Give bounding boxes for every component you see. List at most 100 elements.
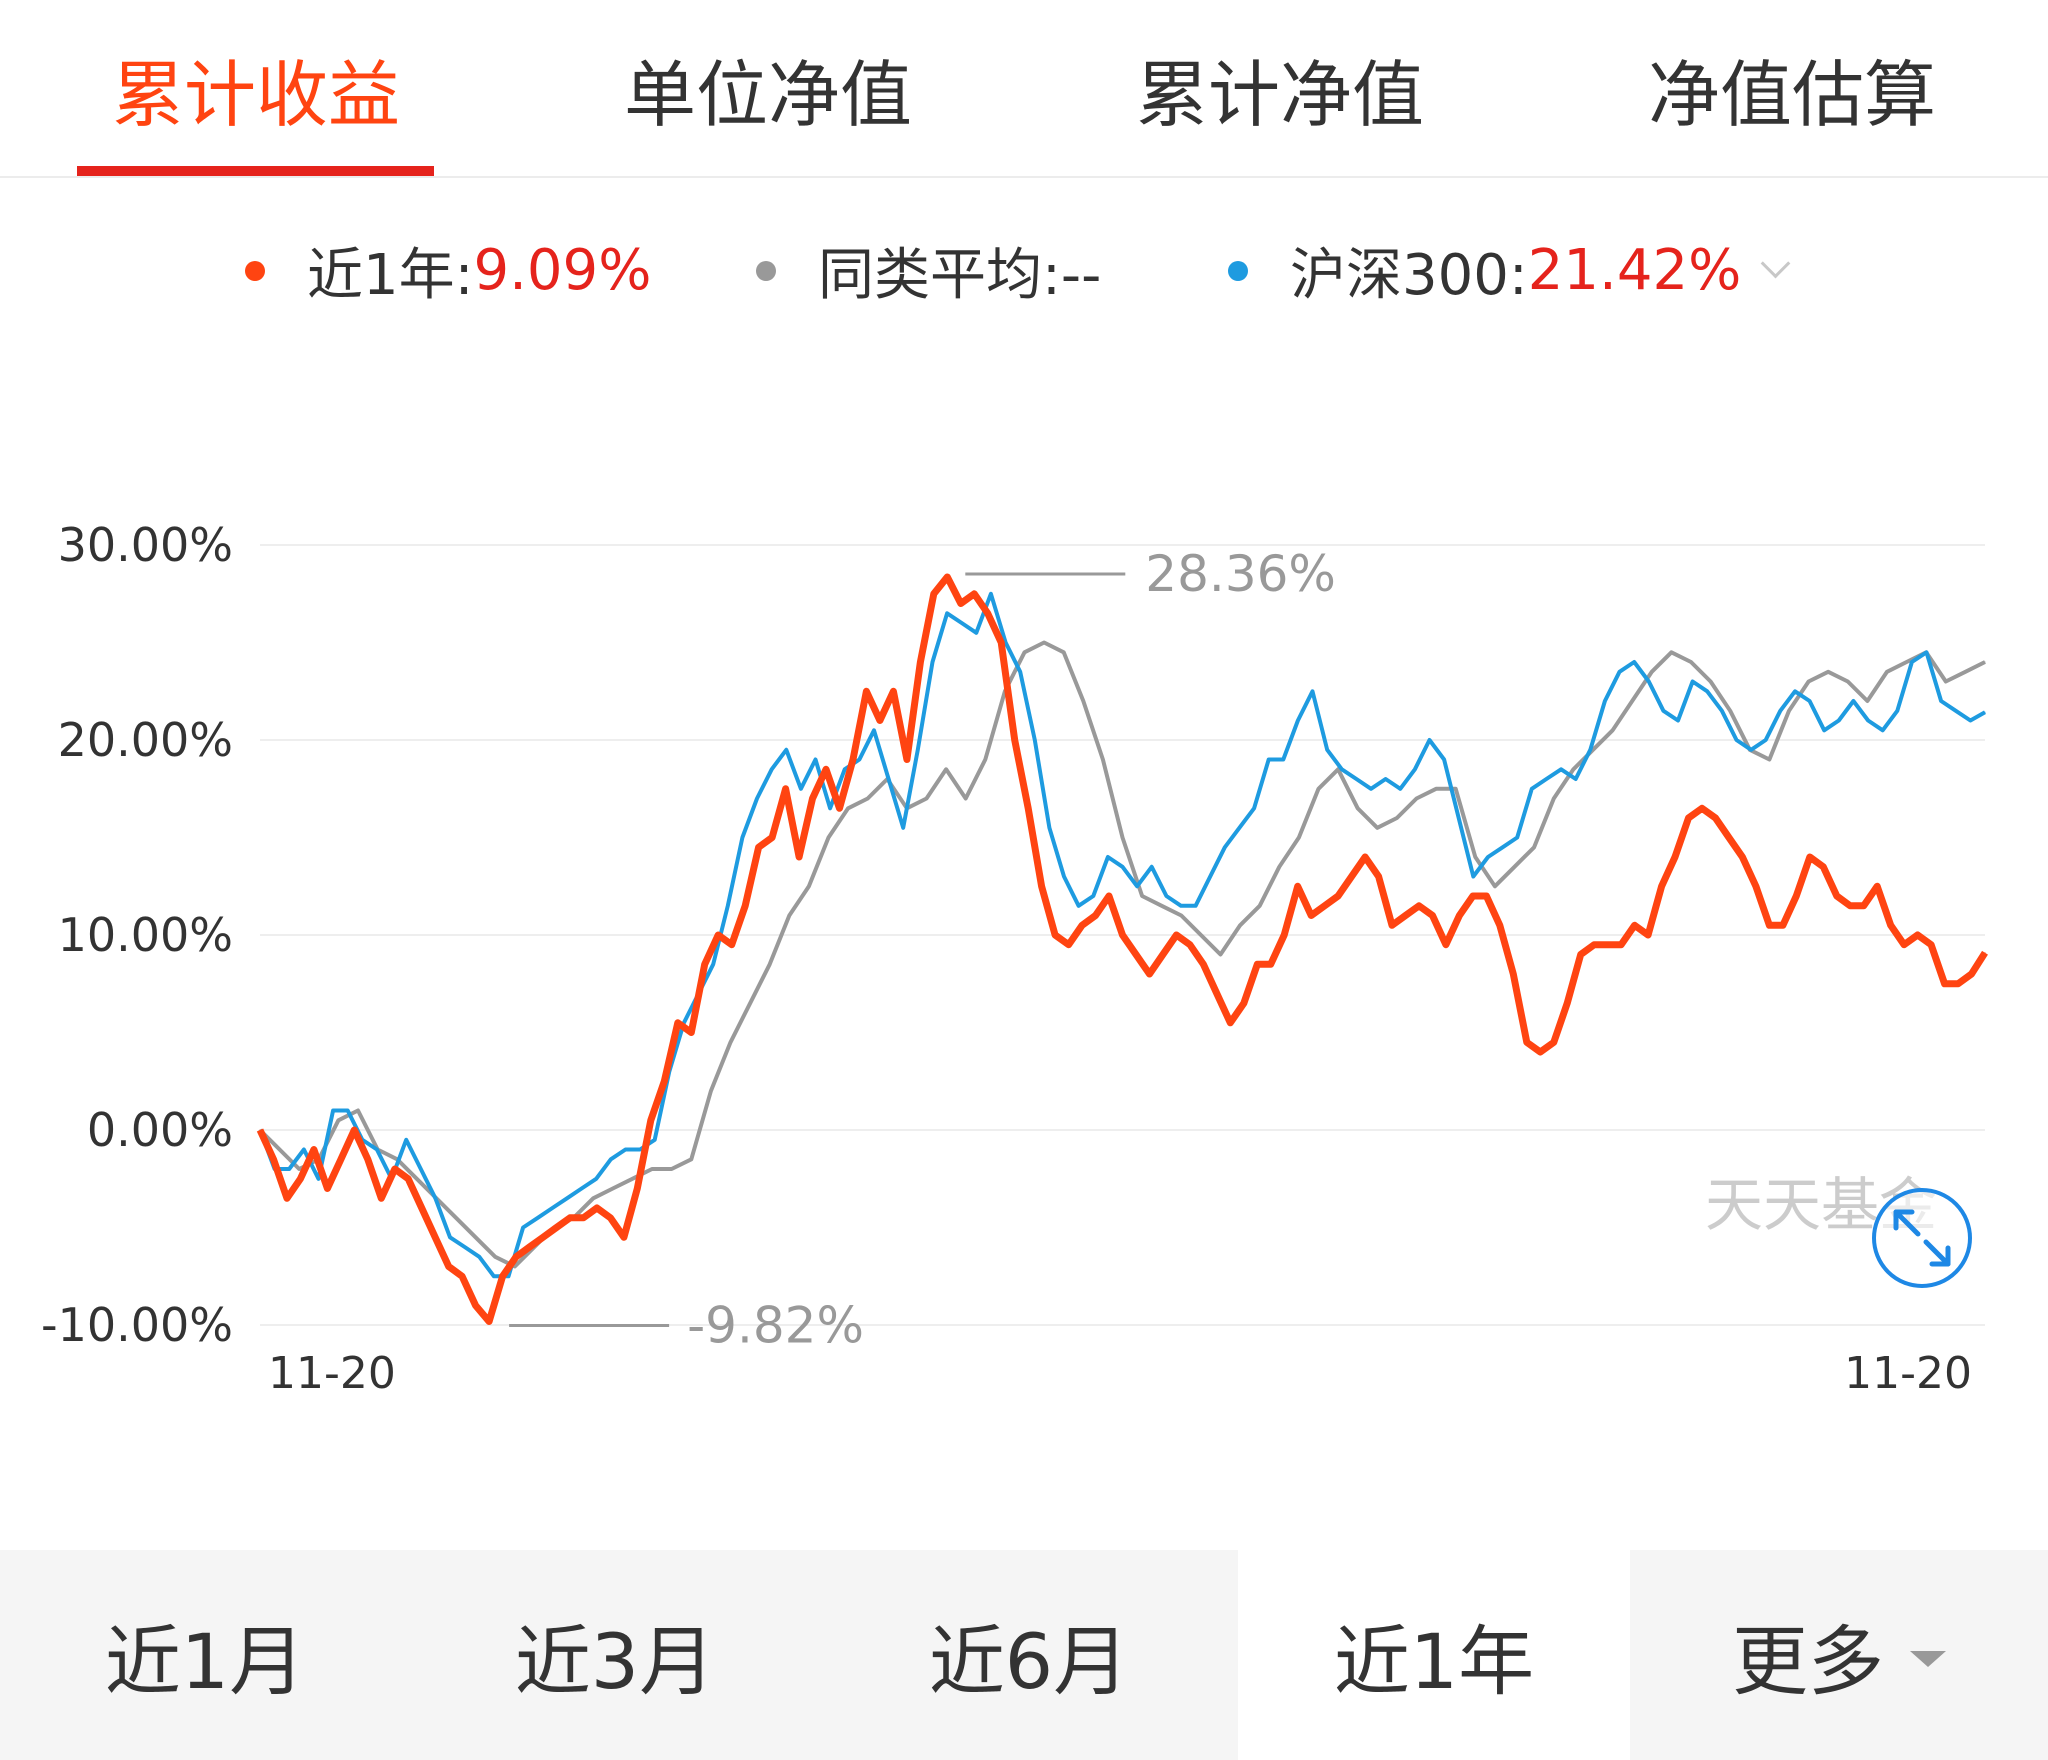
data-point <box>1278 866 1280 868</box>
legend-peer-average: 同类平均:-- <box>756 230 1101 311</box>
data-point <box>1692 681 1694 682</box>
data-point <box>1259 905 1261 907</box>
data-point <box>1180 905 1182 907</box>
chart-legend: 近1年: 9.09% 同类平均:-- 沪深300: 21.42% <box>0 210 2048 310</box>
data-point <box>744 905 746 907</box>
tab-cumulative-nav[interactable]: 累计净值 <box>1024 0 1536 176</box>
data-point <box>1019 671 1021 673</box>
period-label: 近1月 <box>104 1617 306 1706</box>
data-point <box>273 1158 274 1160</box>
data-point <box>1324 905 1326 907</box>
tab-unit-nav[interactable]: 单位净值 <box>512 0 1024 176</box>
data-point <box>1458 915 1460 916</box>
data-point <box>990 593 992 595</box>
data-point <box>1048 827 1050 829</box>
data-point <box>1531 788 1533 790</box>
fund-return-value: 9.09% <box>473 238 652 303</box>
data-point <box>1619 671 1620 673</box>
data-point <box>906 759 908 760</box>
data-point <box>1647 934 1649 936</box>
data-point <box>1631 700 1633 702</box>
data-point <box>1078 905 1080 907</box>
data-point <box>1005 642 1007 643</box>
data-point <box>1297 885 1299 887</box>
data-point <box>357 1110 359 1111</box>
data-point <box>1341 768 1343 770</box>
data-point <box>758 846 760 848</box>
data-point <box>1082 700 1084 702</box>
period-1-year[interactable]: 近1年 <box>1238 1550 1630 1760</box>
data-point <box>1955 710 1957 712</box>
data-point <box>1351 876 1353 877</box>
data-point <box>1195 905 1197 907</box>
data-point <box>1690 661 1692 663</box>
data-point <box>1553 798 1555 799</box>
data-point <box>1282 759 1284 760</box>
data-point <box>259 1129 261 1131</box>
data-point <box>1256 963 1258 965</box>
data-point <box>288 1168 290 1170</box>
data-point <box>1298 837 1300 838</box>
data-point <box>1149 973 1150 975</box>
data-point <box>416 1178 418 1180</box>
y-tick-label: 10.00% <box>58 908 233 962</box>
data-point <box>1122 934 1123 936</box>
data-point <box>625 1149 626 1150</box>
tab-cumulative-return[interactable]: 累计收益 <box>0 0 512 176</box>
data-point <box>1024 651 1025 653</box>
data-point <box>332 1110 334 1111</box>
data-point <box>704 963 706 965</box>
data-point <box>852 759 854 760</box>
tab-label: 累计净值 <box>1135 52 1424 137</box>
data-point <box>1041 885 1043 887</box>
data-point <box>394 1168 396 1170</box>
data-point <box>448 1266 450 1267</box>
data-point <box>1310 915 1312 916</box>
data-point <box>596 1207 598 1209</box>
legend-index[interactable]: 沪深300: 21.42% <box>1228 230 1791 311</box>
data-point <box>1485 895 1487 897</box>
data-point <box>303 1149 305 1150</box>
data-point <box>1736 739 1737 741</box>
expand-arrows-icon[interactable] <box>1872 1188 1972 1288</box>
data-point <box>1688 817 1689 819</box>
caret-down-icon <box>1910 1651 1946 1667</box>
period-label: 近3月 <box>514 1617 716 1706</box>
data-point <box>879 720 881 721</box>
chevron-down-icon[interactable] <box>1760 248 1791 279</box>
data-point <box>712 963 714 965</box>
data-point <box>815 759 816 760</box>
data-point <box>1847 681 1849 682</box>
data-point <box>1270 963 1272 965</box>
data-point <box>1068 944 1070 946</box>
data-point <box>1661 885 1663 887</box>
data-point <box>1405 915 1406 916</box>
data-point <box>756 798 758 799</box>
data-point <box>650 1119 652 1121</box>
chart-type-tabs: 累计收益 单位净值 累计净值 净值估算 <box>0 0 2048 178</box>
data-point <box>844 768 846 770</box>
data-point <box>529 1246 530 1248</box>
active-tab-underline <box>77 166 434 176</box>
data-point <box>1224 846 1226 848</box>
data-point <box>337 1119 339 1121</box>
period-label: 更多 <box>1732 1617 1884 1706</box>
data-point <box>1385 778 1387 780</box>
data-point <box>1539 1051 1541 1053</box>
fund-color-dot <box>245 260 265 281</box>
data-point <box>1095 915 1096 916</box>
tab-nav-estimate[interactable]: 净值估算 <box>1536 0 2048 176</box>
data-point <box>1081 924 1083 926</box>
period-6-months[interactable]: 近6月 <box>820 1550 1238 1760</box>
data-point <box>1092 895 1094 897</box>
data-point <box>839 807 840 809</box>
data-point <box>1795 895 1797 897</box>
period-3-months[interactable]: 近3月 <box>410 1550 820 1760</box>
data-point <box>340 1158 342 1160</box>
data-point <box>1651 671 1653 673</box>
period-1-month[interactable]: 近1月 <box>0 1550 410 1760</box>
period-more-dropdown[interactable]: 更多 <box>1630 1550 2048 1760</box>
data-point <box>975 632 977 634</box>
data-point <box>639 1149 641 1150</box>
x-tick-label-end: 11-20 <box>1844 1348 1972 1399</box>
